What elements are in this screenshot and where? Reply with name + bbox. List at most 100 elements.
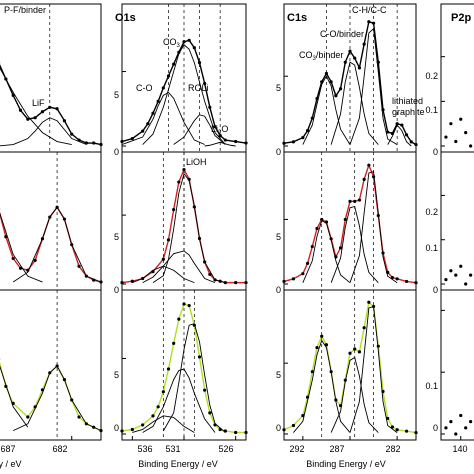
p2p-ytick-0-row3: 0	[433, 423, 438, 433]
c1s-data-point-row3-22	[395, 428, 399, 432]
o1s-ytick-5-row2: 5	[114, 232, 119, 242]
o1s-data-point-row3-14	[208, 411, 212, 415]
p2p-title: P2p	[451, 12, 471, 24]
o1s-data-point-row1-19	[234, 139, 238, 144]
f1s-data-point-row1-17	[92, 141, 96, 145]
o1s-data-point-row3-9	[182, 302, 186, 306]
o1s-component-roli-row1	[173, 114, 226, 145]
p2p-ytick-0-row2: 0	[433, 285, 438, 295]
o1s-data-point-row3-7	[172, 341, 176, 345]
p2p-data-point-row1-3	[459, 117, 463, 121]
c1s-data-point-row3-15	[362, 326, 366, 330]
o1s-component-li2o-row1	[204, 141, 236, 147]
p2p-data-point-row3-2	[454, 432, 458, 436]
o1s-data-point-row2-17	[234, 281, 238, 285]
p2p-xtick-140: 140	[452, 444, 467, 454]
o1s-data-point-row2-0	[120, 281, 124, 285]
f1s-frame-row3	[0, 289, 102, 441]
o1s-data-point-row1-1	[130, 136, 134, 141]
c1s-data-point-row2-21	[390, 275, 395, 280]
c1s-data-point-row1-22	[395, 122, 399, 126]
c1s-xtick-282: 282	[385, 444, 400, 454]
c1s-annotation-co3-binder-rest: /binder	[316, 50, 344, 60]
panel-o1s: O1s C-O CO3 ROLi Li2O LiOH 5 0 5 0 5 0 5…	[114, 12, 234, 469]
p2p-data-point-row1-0	[444, 135, 448, 139]
o1s-component-lioh-row2	[152, 172, 226, 284]
f1s-data-point-row2-7	[4, 235, 8, 239]
c1s-ytick-0-row2: 0	[276, 285, 281, 295]
c1s-component-co3-binder-row1	[302, 75, 351, 145]
o1s-xtick-536: 536	[137, 444, 152, 454]
c1s-data-point-row3-14	[357, 350, 362, 354]
p2p-data-point-row2-3	[459, 264, 463, 268]
c1s-data-point-row1-14	[357, 66, 362, 70]
c1s-data-point-row1-2	[301, 136, 305, 140]
plot-c1s	[282, 3, 418, 441]
f1s-data-point-row1-9	[33, 116, 37, 120]
p2p-ytick-0.2-row1: 0.2	[425, 71, 438, 81]
o1s-data-point-row1-4	[151, 111, 155, 115]
p2p-data-point-row3-5	[469, 420, 473, 424]
f1s-data-point-row1-18	[99, 142, 103, 147]
c1s-data-point-row2-13	[353, 199, 357, 203]
o1s-component-co3-row1	[142, 44, 226, 145]
c1s-annotation-c-o-binder: C-O/binder	[320, 29, 364, 39]
f1s-data-point-row3-9	[26, 415, 30, 419]
o1s-xtick-526: 526	[218, 444, 233, 454]
o1s-data-point-row3-13	[203, 388, 207, 392]
c1s-fit-envelope-row2	[283, 163, 417, 284]
c1s-data-point-row1-8	[329, 80, 333, 84]
f1s-xlabel: Binding Energy / eV	[0, 459, 22, 469]
c1s-data-point-row3-7	[324, 343, 329, 347]
p2p-frame-row2	[440, 151, 474, 291]
o1s-data-point-row1-3	[146, 122, 150, 126]
c1s-data-point-row2-2	[301, 272, 305, 276]
c1s-component-c-o-binder-row3	[330, 356, 379, 433]
f1s-data-point-row1-8	[26, 117, 30, 121]
c1s-data-point-row2-10	[338, 246, 343, 250]
o1s-data-point-row3-18	[234, 430, 238, 435]
o1s-data-point-row1-18	[223, 138, 227, 142]
f1s-data-point-row1-11	[48, 105, 52, 109]
c1s-title: C1s	[287, 12, 307, 24]
f1s-data-point-row1-7	[18, 108, 23, 112]
c1s-component-c-h-c-c-row3	[349, 305, 398, 433]
o1s-xlabel: Binding Energy / eV	[138, 459, 218, 469]
c1s-data-point-row2-14	[357, 198, 362, 202]
f1s-annotation-lif: LiF	[32, 98, 45, 108]
c1s-data-point-row2-23	[404, 279, 409, 284]
c1s-data-point-row3-16	[367, 300, 371, 304]
o1s-data-point-row2-8	[182, 168, 186, 172]
o1s-data-point-row1-10	[182, 40, 186, 44]
o1s-data-point-row1-13	[197, 61, 202, 65]
f1s-annotation-pf-binder: P-F/binder	[4, 5, 46, 15]
c1s-data-point-row1-1	[291, 140, 296, 144]
c1s-data-point-row3-12	[348, 351, 352, 355]
plot-p2p	[440, 3, 474, 441]
o1s-annotation-c-o: C-O	[136, 83, 153, 93]
o1s-data-point-row1-14	[203, 81, 207, 86]
p2p-ytick-0.2-row2: 0.2	[425, 207, 438, 217]
c1s-data-point-row1-12	[348, 49, 352, 53]
o1s-annotation-li2o: Li2O	[211, 124, 228, 136]
c1s-data-point-row1-7	[324, 71, 329, 76]
p2p-data-point-row1-2	[454, 139, 458, 144]
c1s-annotation-lithiated: lithiated	[392, 96, 423, 106]
f1s-fit-envelope-row1	[0, 64, 102, 146]
c1s-data-point-row1-9	[334, 94, 338, 98]
p2p-data-point-row3-0	[444, 426, 448, 430]
o1s-ytick-0-row1: 0	[114, 147, 119, 157]
c1s-ytick-5-row3: 5	[276, 370, 281, 380]
plot-o1s	[120, 3, 248, 441]
o1s-ytick-0-row3: 0	[114, 423, 119, 433]
c1s-data-point-row3-21	[390, 425, 395, 429]
c1s-xlabel: Binding Energy / eV	[306, 459, 386, 469]
c1s-data-point-row1-16	[367, 20, 371, 24]
c1s-annotation-graphite: graphite	[392, 107, 425, 117]
o1s-data-point-row1-0	[120, 139, 124, 144]
p2p-frame-row3	[440, 289, 474, 441]
c1s-data-point-row3-4	[310, 370, 314, 374]
c1s-data-point-row2-1	[291, 277, 296, 281]
p2p-ytick-0-row1: 0	[433, 147, 438, 157]
panel-c1s: C1s CO3/binder C-O/binder C-H/C-C lithia…	[276, 5, 425, 469]
